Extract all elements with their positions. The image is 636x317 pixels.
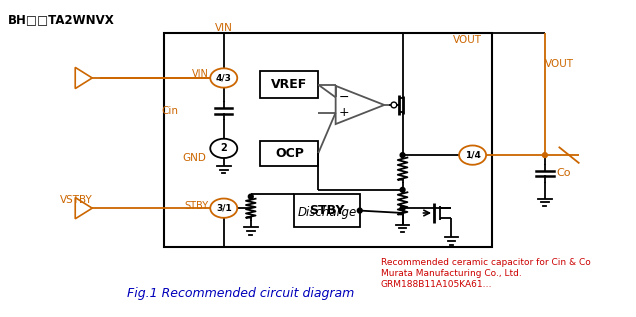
Text: VSTBY: VSTBY bbox=[60, 195, 93, 205]
Bar bbox=[260, 141, 318, 166]
Text: Co: Co bbox=[556, 168, 571, 178]
Text: Cin: Cin bbox=[162, 106, 179, 116]
Ellipse shape bbox=[211, 139, 237, 158]
Text: Fig.1 Recommended circuit diagram: Fig.1 Recommended circuit diagram bbox=[127, 287, 355, 300]
Text: Murata Manufacturing Co., Ltd.: Murata Manufacturing Co., Ltd. bbox=[381, 269, 522, 278]
Text: GRM188B11A105KA61…: GRM188B11A105KA61… bbox=[381, 280, 492, 288]
Text: VREF: VREF bbox=[271, 78, 307, 91]
Ellipse shape bbox=[211, 68, 237, 87]
Text: 3/1: 3/1 bbox=[216, 204, 232, 213]
Circle shape bbox=[543, 153, 548, 158]
Circle shape bbox=[400, 206, 405, 210]
Text: +: + bbox=[339, 106, 350, 119]
Text: Recommended ceramic capacitor for Cin & Co: Recommended ceramic capacitor for Cin & … bbox=[381, 258, 591, 267]
Text: 2: 2 bbox=[221, 143, 227, 153]
Bar bbox=[260, 71, 318, 98]
Text: VOUT: VOUT bbox=[453, 35, 482, 45]
Ellipse shape bbox=[211, 198, 237, 218]
Bar bbox=[294, 194, 360, 228]
Text: 1/4: 1/4 bbox=[465, 151, 481, 160]
Circle shape bbox=[248, 194, 253, 199]
Ellipse shape bbox=[459, 146, 486, 165]
Text: Discharge: Discharge bbox=[298, 206, 357, 219]
Text: BH□□TA2WNVX: BH□□TA2WNVX bbox=[8, 13, 114, 26]
Bar bbox=[164, 33, 492, 247]
Circle shape bbox=[357, 208, 362, 213]
Text: −: − bbox=[339, 91, 350, 104]
Circle shape bbox=[400, 187, 405, 192]
Circle shape bbox=[400, 153, 405, 158]
Circle shape bbox=[391, 102, 397, 108]
Text: OCP: OCP bbox=[275, 147, 304, 160]
Text: STBY: STBY bbox=[309, 204, 345, 217]
Text: GND: GND bbox=[183, 153, 207, 163]
Text: STBY: STBY bbox=[184, 201, 209, 211]
Text: VIN: VIN bbox=[191, 69, 209, 79]
Text: VOUT: VOUT bbox=[545, 59, 574, 69]
Text: VIN: VIN bbox=[215, 23, 233, 33]
Text: 4/3: 4/3 bbox=[216, 74, 232, 82]
